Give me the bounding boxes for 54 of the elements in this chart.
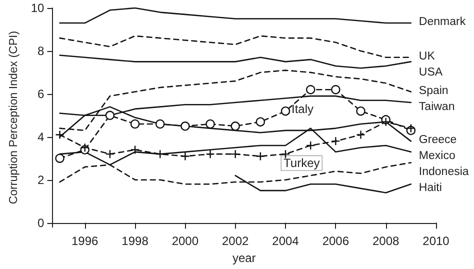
point (230, 122, 240, 131)
point (130, 119, 140, 129)
point (356, 130, 366, 140)
line-series (59, 35, 412, 58)
series-label: Taiwan (418, 100, 455, 113)
series-label: Indonesia (418, 166, 470, 178)
point (256, 152, 266, 161)
x-tick-label: 1998 (122, 234, 149, 248)
point (55, 130, 64, 140)
x-tick-label: 2002 (222, 234, 250, 248)
point (180, 152, 190, 161)
point (331, 85, 340, 94)
point (156, 119, 165, 129)
y-axis-title: Corruption Perception Index (CPI) (8, 30, 20, 204)
x-tick-label: 2008 (372, 234, 400, 248)
y-tick-label: 4 (38, 130, 45, 144)
point (130, 145, 140, 154)
point (55, 154, 64, 163)
line-series (59, 54, 412, 69)
series-label: Turkey (284, 156, 320, 170)
point (105, 149, 115, 159)
x-tick-label: 2004 (272, 234, 300, 248)
y-tick-label: 6 (38, 86, 45, 101)
series-label: Mexico (418, 150, 456, 162)
x-axis-title: year (232, 251, 256, 265)
point (230, 149, 240, 159)
y-tick-label: 0 (38, 216, 45, 230)
point (206, 149, 215, 159)
point (280, 106, 290, 116)
x-tick-label: 1996 (72, 234, 99, 248)
x-tick-label: 2000 (172, 234, 199, 248)
point (306, 140, 316, 150)
series-label: UK (418, 50, 436, 62)
point (256, 117, 266, 126)
series-label: Spain (418, 84, 448, 97)
x-tick-label: 2010 (422, 234, 450, 248)
y-tick-label: 8 (38, 44, 45, 58)
point (105, 110, 115, 120)
point (356, 106, 366, 116)
y-tick-label: 10 (30, 1, 45, 15)
line-series (59, 7, 412, 24)
series-label: Denmark (418, 16, 466, 28)
y-tick-label: 2 (38, 172, 45, 187)
point (206, 119, 215, 129)
series-label: Italy (292, 102, 314, 116)
point (180, 122, 190, 131)
point (306, 85, 316, 94)
series-label: USA (418, 66, 443, 78)
point (280, 149, 290, 159)
x-tick-label: 2006 (322, 234, 350, 248)
series-label: Haiti (418, 182, 442, 194)
point (406, 124, 416, 133)
series-label: Greece (418, 134, 457, 146)
point (331, 136, 340, 146)
